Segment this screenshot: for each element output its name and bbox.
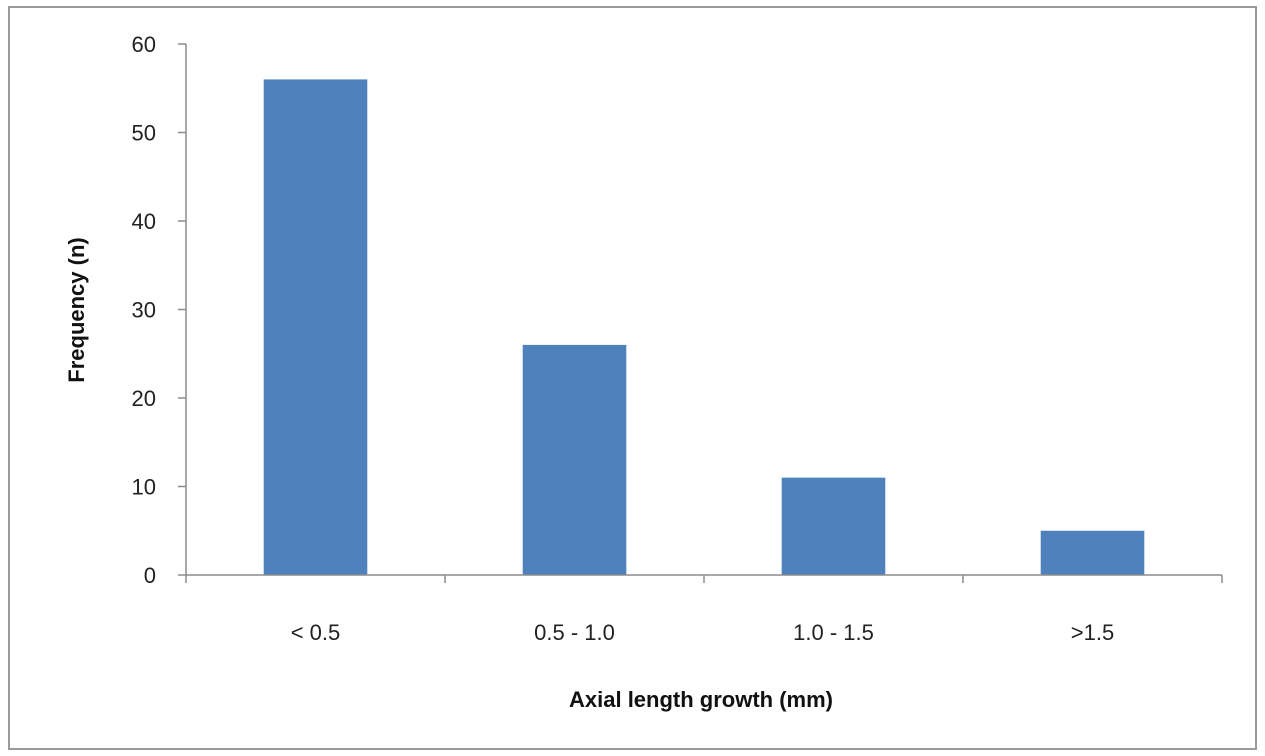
chart-frame [8, 6, 1257, 750]
x-tick-label: 1.0 - 1.5 [793, 620, 874, 645]
y-tick-label: 0 [144, 563, 156, 588]
y-tick-label: 50 [132, 121, 156, 146]
y-axis-title: Frequency (n) [64, 237, 89, 382]
x-axis-title: Axial length growth (mm) [569, 687, 833, 712]
x-tick-label: >1.5 [1071, 620, 1114, 645]
x-tick-label: 0.5 - 1.0 [534, 620, 615, 645]
y-tick-label: 10 [132, 475, 156, 500]
y-tick-label: 20 [132, 386, 156, 411]
bar-2 [522, 344, 627, 575]
bars-layer [263, 79, 1145, 576]
axes-layer [178, 43, 1223, 583]
y-tick-label: 30 [132, 298, 156, 323]
bar-4 [1040, 530, 1145, 575]
y-tick-label: 60 [132, 32, 156, 57]
y-tick-label: 40 [132, 209, 156, 234]
x-tick-label: < 0.5 [291, 620, 341, 645]
bar-1 [263, 79, 368, 576]
labels-layer: 0 10 20 30 40 50 60 < 0.5 0.5 - 1.0 1.0 - 1.5 >1.5 [132, 32, 1115, 645]
bar-3 [781, 477, 886, 575]
